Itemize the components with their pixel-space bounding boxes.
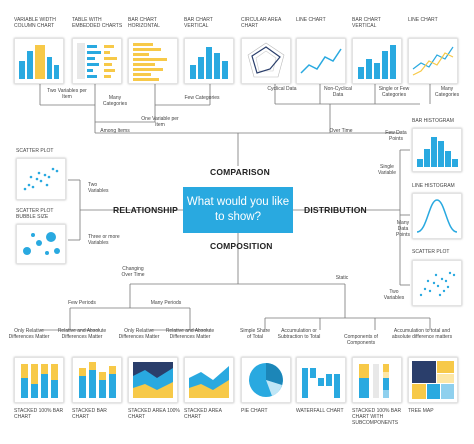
thumb-bar-horizontal [128,38,178,84]
stacked-100-bar-icon [21,364,58,398]
tree-map-icon [412,361,454,399]
note-rel-abs-2: Relative and Absolute Differences Matter [165,328,215,340]
note-components: Components of Components [344,334,378,346]
label-dist-scatter: SCATTER PLOT [412,249,450,255]
note-many-categories-time: Many Categories [434,86,460,98]
note-accumulation: Accumulation or Subtraction to Total [277,328,321,340]
category-comparison: COMPARISON [210,167,270,177]
thumb-scatter-bubble [16,224,66,264]
label-bar-histogram: BAR HISTOGRAM [412,118,454,124]
label-bar-horizontal: BAR CHART HORIZONTAL [128,17,160,29]
stacked-area-icon [189,366,229,398]
note-only-relative-2: Only Relative Differences Matter [118,328,160,340]
note-rel-two-vars: Two Variables [88,182,109,194]
label-circular-area: CIRCULAR AREA CHART [241,17,282,29]
thumb-stacked-100-sub [352,357,402,403]
note-few-periods: Few Periods [68,300,96,306]
thumb-line-chart-1 [296,38,346,84]
note-non-cyclical: Non-Cyclical Data [323,86,353,98]
category-distribution: DISTRIBUTION [304,205,367,215]
category-composition: COMPOSITION [210,241,273,251]
bar-vertical-icon [190,47,228,79]
note-many-periods: Many Periods [150,300,182,306]
label-variable-width-column: VARIABLE WIDTH COLUMN CHART [14,17,56,29]
note-two-vars-item: Two Variables per Item [47,88,87,100]
note-many-categories: Many Categories [102,95,128,107]
category-relationship: RELATIONSHIP [113,205,179,215]
thumb-stacked-100-bar [14,357,64,403]
stacked-bar-icon [79,362,116,398]
note-static: Static [335,275,349,281]
thumb-line-histogram [412,193,462,239]
note-simple-share: Simple Share of Total [240,328,271,340]
thumb-bar-vertical-1 [184,38,234,84]
note-many-points: Many Data Points [396,220,410,238]
variable-width-column-icon [19,45,59,79]
note-rel-three-vars: Three or more Variables [88,234,120,246]
thumb-tree-map [408,357,458,403]
label-line-chart-2: LINE CHART [408,17,438,23]
table-embedded-icon [77,43,117,79]
bell-curve-icon [416,199,458,233]
label-line-histogram: LINE HISTOGRAM [412,183,455,189]
note-single-few: Single or Few Categories [378,86,410,98]
note-dist-two-vars: Two Variables [383,289,405,301]
thumb-stacked-area-100 [128,357,178,403]
waterfall-chart-icon [302,368,340,398]
note-accum-abs: Accumulation to total and absolute diffe… [391,328,453,340]
label-bar-vertical-1: BAR CHART VERTICAL [184,17,213,29]
label-scatter-bubble: SCATTER PLOT BUBBLE SIZE [16,208,54,220]
multi-line-chart-icon [412,46,454,76]
thumb-dist-scatter [412,260,462,306]
note-one-variable: One Variable per Item [141,116,179,128]
note-over-time: Over Time [329,128,353,134]
note-among-items: Among Items [100,128,130,134]
thumb-table-embedded [72,38,122,84]
label-stacked-area-100: STACKED AREA 100% CHART [128,408,180,420]
label-stacked-100-bar: STACKED 100% BAR CHART [14,408,64,420]
bubble-chart-icon [23,232,60,255]
thumb-stacked-area [184,357,234,403]
center-question: What would you like to show? [183,187,293,233]
label-table-embedded: TABLE WITH EMBEDDED CHARTS [72,17,123,29]
stacked-area-100-icon [133,362,173,398]
thumb-scatter-plot [16,158,66,200]
radar-chart-icon [247,42,285,78]
note-few-categories: Few Categories [184,95,220,101]
note-few-points: Few Data Points [385,130,407,142]
thumb-waterfall [296,357,346,403]
thumb-line-chart-2 [408,38,458,84]
scatter-icon [23,167,59,191]
thumb-variable-width-column [14,38,64,84]
note-rel-abs-1: Relative and Absolute Differences Matter [57,328,107,340]
thumb-bar-vertical-2 [352,38,402,84]
label-line-chart-1: LINE CHART [296,17,326,23]
label-stacked-area: STACKED AREA CHART [184,408,222,420]
thumb-stacked-bar [72,357,122,403]
label-scatter-plot: SCATTER PLOT [16,148,54,154]
bar-horizontal-icon [133,43,167,81]
thumb-circular-area [241,38,291,84]
pie-chart-icon [249,363,283,397]
bar-vertical-icon [358,45,396,79]
label-tree-map: TREE MAP [408,408,434,414]
thumb-pie [241,357,291,403]
histogram-icon [417,137,458,167]
label-bar-vertical-2: BAR CHART VERTICAL [352,17,381,29]
note-cyclical: Cyclical Data [267,86,297,92]
label-pie: PIE CHART [241,408,268,414]
note-single-variable: Single Variable [378,164,396,176]
label-waterfall: WATERFALL CHART [296,408,344,414]
scatter-icon [419,271,456,297]
label-stacked-100-sub: STACKED 100% BAR CHART WITH SUBCOMPONENT… [352,408,402,426]
note-changing-time: Changing Over Time [121,266,145,278]
stacked-100-subcomponents-icon [359,364,389,398]
thumb-bar-histogram [412,128,462,172]
line-chart-icon [300,48,342,74]
label-stacked-bar: STACKED BAR CHART [72,408,107,420]
note-only-relative-1: Only Relative Differences Matter [8,328,50,340]
